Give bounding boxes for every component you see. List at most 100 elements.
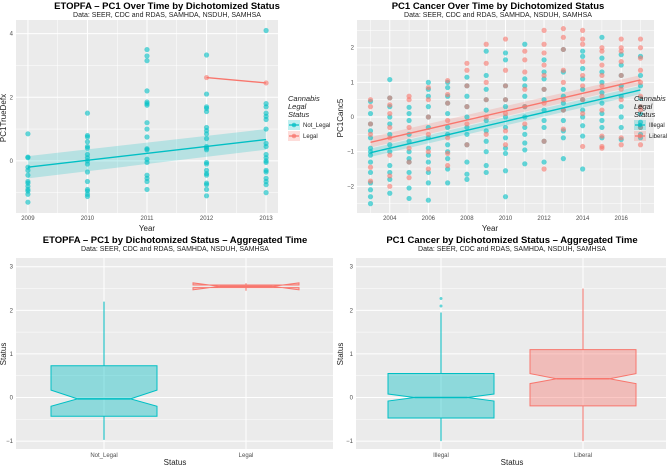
y-tick-label: 1 — [351, 80, 355, 86]
data-point-liberal — [445, 150, 451, 157]
data-point-liberal — [445, 135, 451, 141]
data-point-liberal — [406, 145, 412, 151]
data-point-not-legal — [144, 134, 150, 140]
y-tick-label: 2 — [10, 95, 14, 101]
data-point-illegal — [445, 110, 451, 117]
data-point-liberal — [367, 164, 374, 170]
data-point-liberal — [580, 72, 586, 79]
data-point-not-legal — [203, 135, 210, 142]
data-point-liberal — [599, 145, 605, 151]
data-point-illegal — [522, 41, 528, 47]
data-point-illegal — [502, 150, 509, 157]
data-point-illegal — [406, 117, 412, 124]
data-point-illegal — [483, 169, 489, 176]
data-point-liberal — [387, 95, 393, 101]
data-point-illegal — [637, 72, 644, 79]
data-point-liberal — [618, 72, 624, 79]
data-point-liberal — [483, 97, 489, 103]
data-point-not-legal — [203, 193, 210, 199]
x-axis-label: Status — [501, 458, 524, 467]
data-point-not-legal — [84, 145, 91, 151]
data-point-illegal — [445, 84, 451, 91]
data-point-liberal — [445, 78, 451, 84]
data-point-illegal — [560, 135, 566, 141]
legend-key-point — [291, 133, 297, 139]
data-point-illegal — [464, 131, 470, 137]
data-point-illegal — [387, 190, 393, 196]
data-point-not-legal — [84, 161, 91, 167]
data-point-illegal — [522, 147, 528, 153]
data-point-not-legal — [263, 104, 269, 110]
data-point-illegal — [522, 93, 528, 99]
data-point-not-legal — [263, 27, 269, 34]
data-point-illegal — [367, 159, 374, 165]
legend-title-line: Cannabis — [288, 94, 320, 103]
data-point-liberal — [445, 100, 451, 106]
data-point-not-legal — [203, 172, 210, 178]
data-point-liberal — [560, 67, 566, 73]
legend-label: Illegal — [649, 123, 665, 129]
y-tick-label: 4 — [10, 32, 14, 38]
data-point-illegal — [387, 142, 393, 148]
data-point-liberal — [541, 72, 547, 79]
data-point-liberal — [618, 135, 624, 141]
data-point-illegal — [464, 171, 470, 177]
data-point-illegal — [425, 104, 431, 110]
data-point-not-legal — [263, 190, 269, 196]
data-point-illegal — [502, 135, 509, 141]
data-point-liberal — [637, 142, 644, 148]
y-axis-label: Status — [336, 343, 345, 366]
x-tick-label: Not_Legal — [90, 453, 117, 459]
y-tick-label: 2 — [351, 46, 355, 52]
data-point-illegal — [445, 124, 451, 131]
data-point-liberal — [637, 93, 644, 99]
data-point-not-legal — [263, 143, 269, 150]
data-point-illegal — [483, 162, 489, 169]
data-point-illegal — [522, 161, 528, 167]
y-tick-label: 3 — [350, 265, 354, 271]
data-point-not-legal — [203, 161, 210, 167]
data-point-illegal — [406, 104, 412, 110]
x-tick-label: Illegal — [433, 453, 449, 459]
trend-line — [370, 79, 641, 143]
data-point-liberal — [560, 46, 566, 53]
data-point-illegal — [541, 117, 547, 124]
data-point-liberal — [464, 67, 470, 73]
data-point-liberal — [367, 121, 374, 127]
data-point-not-legal — [25, 167, 31, 173]
data-point-liberal — [637, 45, 644, 51]
panel-cancer-over-time: PC1 Cancer Over Time by Dichotomized Sta… — [336, 1, 667, 233]
data-point-liberal — [406, 124, 412, 131]
y-axis-label: PC1Canc5 — [336, 98, 345, 137]
data-point-liberal — [445, 91, 451, 98]
legend-label: Legal — [303, 134, 318, 140]
panel-cancer-box: PC1 Cancer by Dichotomized Status – Aggr… — [336, 235, 638, 467]
data-point-illegal — [406, 169, 412, 176]
data-point-liberal — [387, 173, 393, 179]
data-point-liberal — [599, 72, 605, 79]
data-point-liberal — [618, 36, 624, 42]
data-point-illegal — [580, 123, 586, 129]
data-point-legal — [203, 74, 210, 81]
data-point-illegal — [580, 48, 586, 54]
data-point-illegal — [599, 55, 605, 61]
data-point-liberal — [580, 27, 586, 33]
data-point-illegal — [445, 155, 451, 162]
data-point-liberal — [425, 166, 431, 172]
data-point-liberal — [406, 175, 412, 181]
data-point-liberal — [464, 142, 470, 148]
data-point-illegal — [618, 114, 624, 120]
data-point-liberal — [560, 26, 566, 32]
data-point-not-legal — [203, 182, 210, 188]
data-point-not-legal — [84, 134, 91, 140]
data-point-liberal — [464, 104, 470, 110]
data-point-liberal — [637, 36, 644, 42]
data-point-illegal — [483, 149, 489, 155]
data-point-liberal — [560, 34, 566, 40]
data-point-liberal — [618, 48, 624, 54]
data-point-liberal — [387, 110, 393, 117]
data-point-liberal — [560, 79, 566, 85]
outlier-point — [439, 297, 443, 301]
data-point-liberal — [502, 83, 509, 89]
data-point-illegal — [387, 76, 393, 83]
